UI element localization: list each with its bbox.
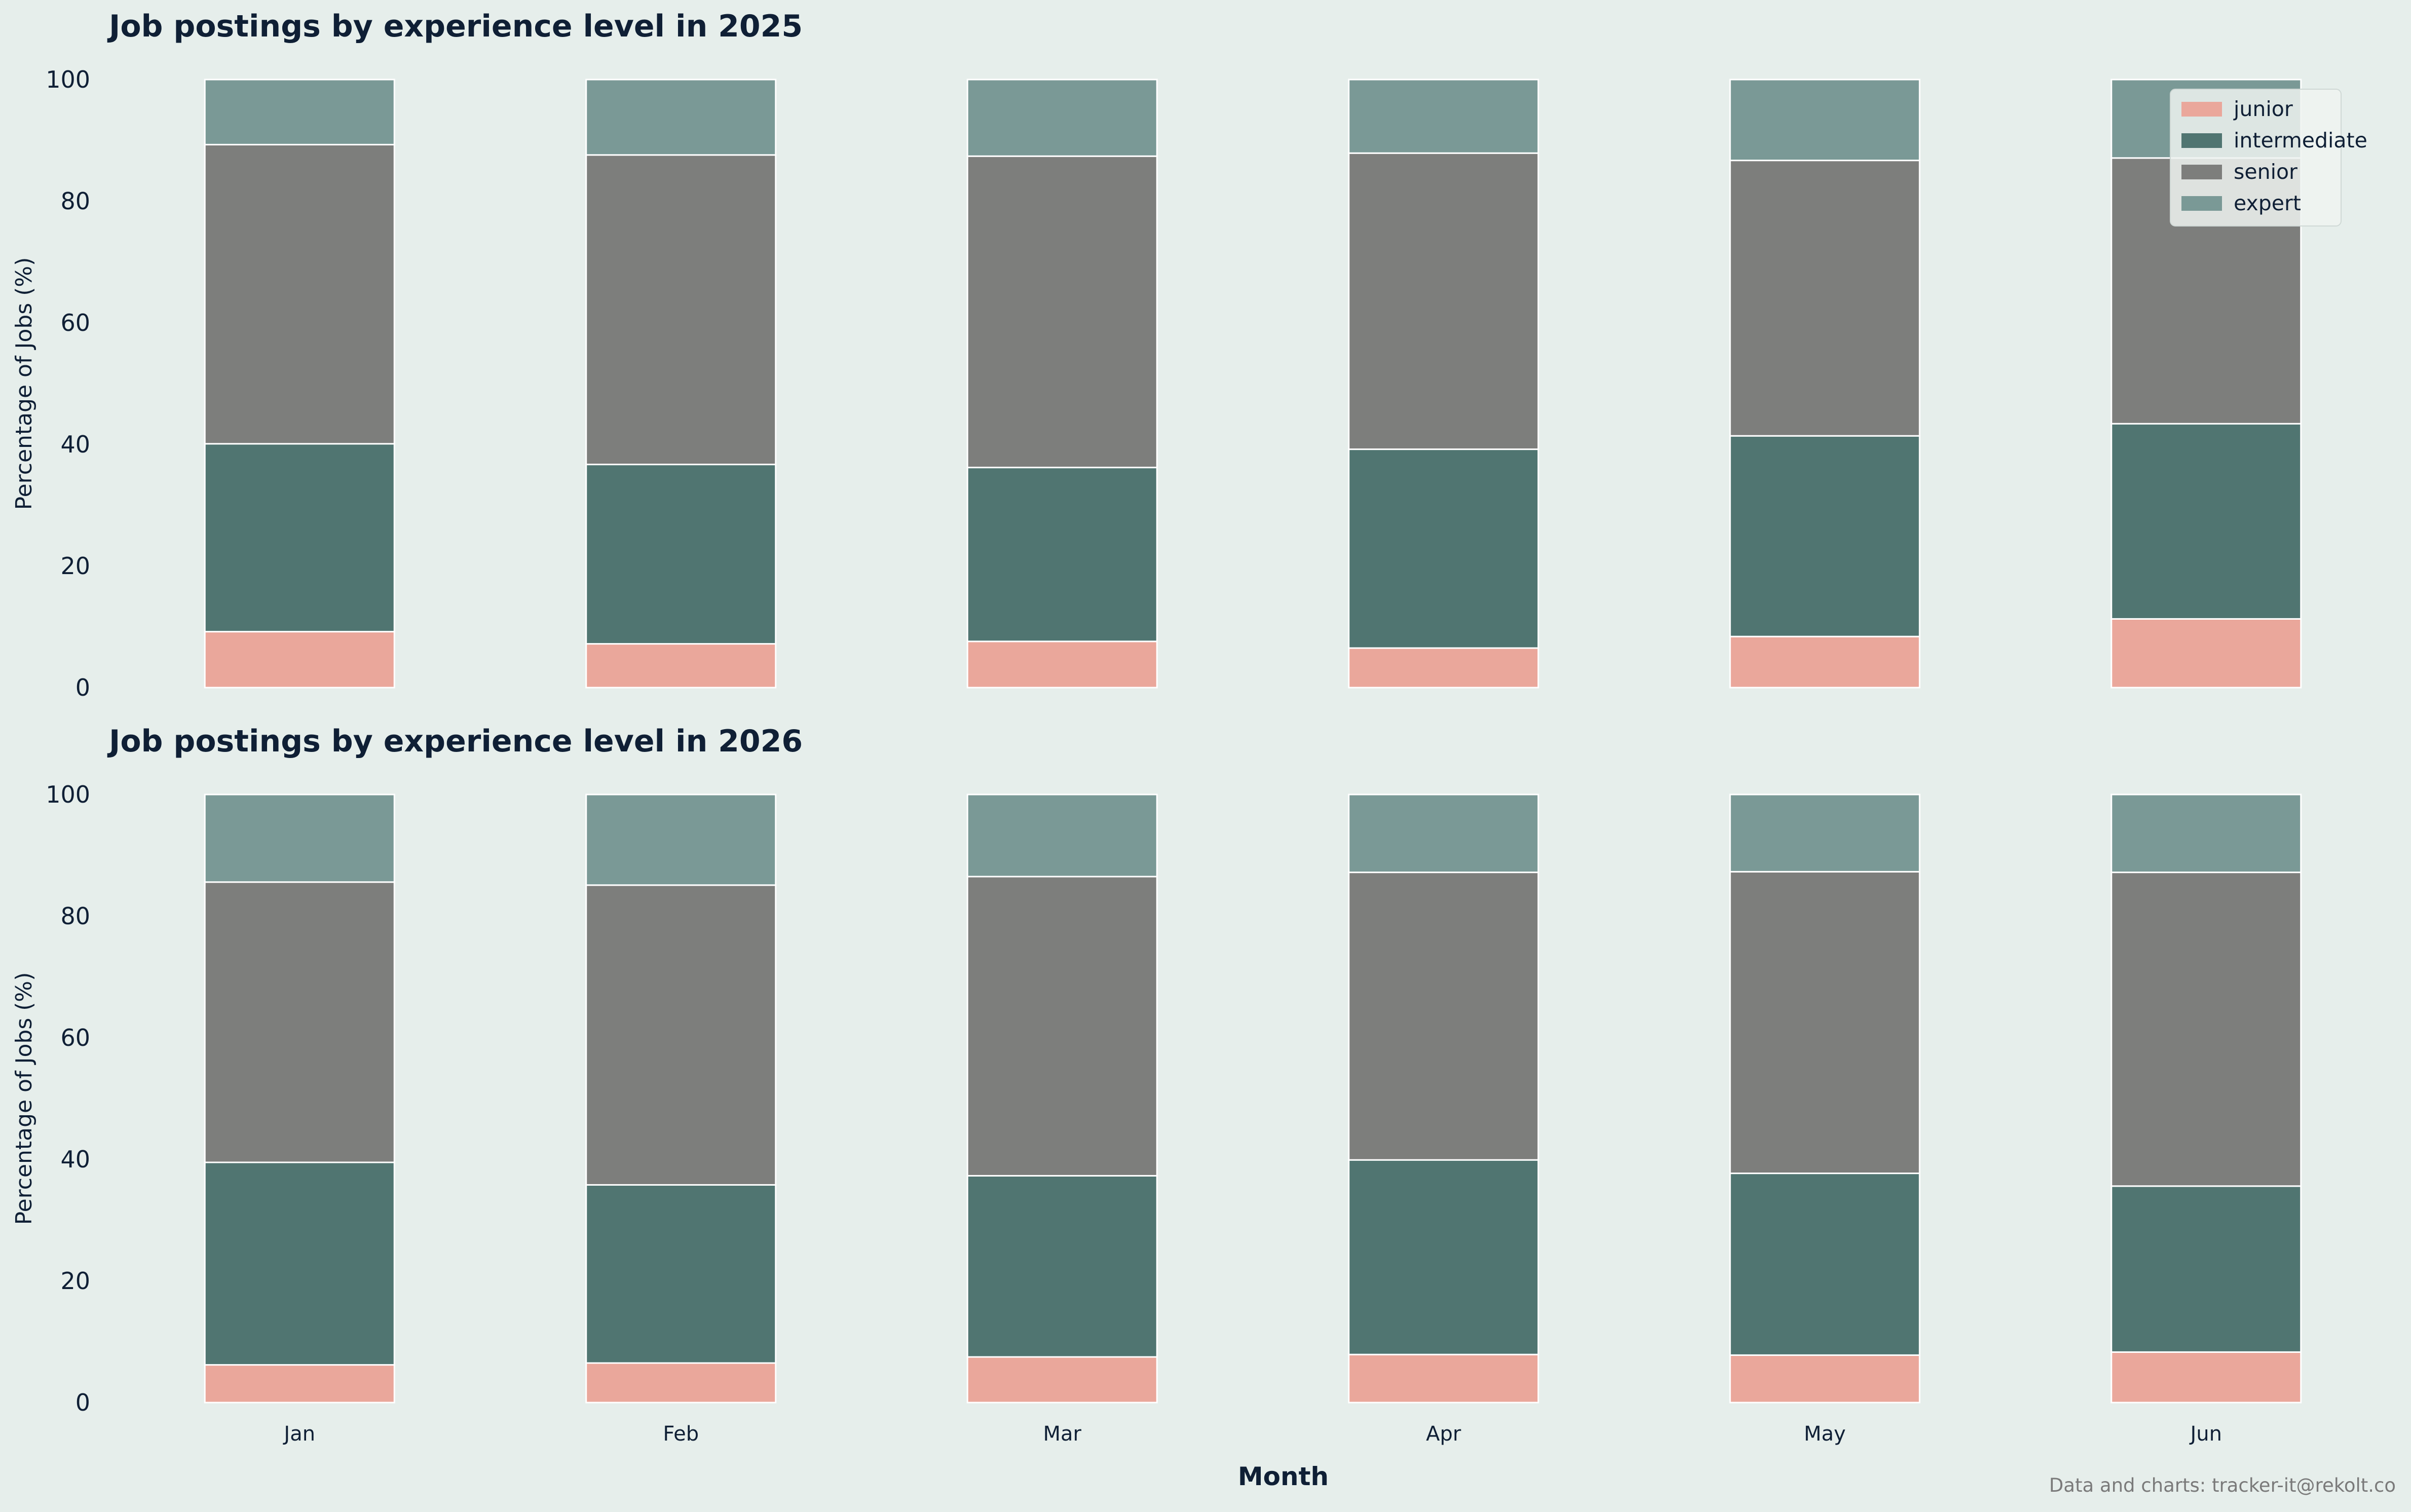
bar-segment-senior-may — [1729, 871, 1920, 1175]
bar-segment-senior-mar — [966, 155, 1158, 469]
bar-segment-expert-apr — [1348, 793, 1539, 874]
x-tick-label: Jan — [282, 1422, 315, 1446]
bar-segment-intermediate-may — [1729, 435, 1920, 637]
legend-box — [2170, 89, 2342, 226]
y-tick-label: 100 — [46, 781, 90, 808]
x-tick-label: May — [1804, 1422, 1846, 1446]
bar-segment-intermediate-mar — [966, 1175, 1158, 1358]
bar-segment-intermediate-mar — [966, 467, 1158, 642]
credit-text: Data and charts: tracker-it@rekolt.co — [2049, 1475, 2396, 1496]
bar-segment-junior-jan — [204, 1364, 395, 1404]
bar-segment-junior-mar — [966, 640, 1158, 689]
bar-segment-junior-apr — [1348, 1353, 1539, 1404]
bar-segment-junior-apr — [1348, 647, 1539, 689]
bar-segment-junior-jun — [2111, 618, 2302, 689]
bar-segment-junior-may — [1729, 635, 1920, 689]
bar-segment-expert-feb — [585, 793, 777, 886]
legend: junior intermediate senior expert — [2170, 89, 2367, 226]
y-axis-label: Percentage of Jobs (%) — [11, 972, 37, 1225]
legend-swatch-intermediate — [2181, 133, 2222, 148]
bar-segment-intermediate-jan — [204, 1161, 395, 1366]
bar-segment-expert-jan — [204, 79, 395, 145]
bar-segment-junior-jan — [204, 631, 395, 689]
chart-title: Job postings by experience level in 2025 — [107, 9, 803, 44]
bar-segment-intermediate-feb — [585, 464, 777, 645]
bar-segment-intermediate-jun — [2111, 1185, 2302, 1353]
bar-segment-junior-feb — [585, 643, 777, 689]
chart-title: Job postings by experience level in 2026 — [107, 724, 803, 759]
y-tick-label: 0 — [76, 674, 90, 701]
y-tick-label: 60 — [60, 309, 90, 336]
bar-segment-junior-feb — [585, 1362, 777, 1404]
y-tick-label: 80 — [60, 902, 90, 930]
bar-segment-expert-mar — [966, 79, 1158, 157]
bar-segment-senior-jan — [204, 881, 395, 1163]
legend-label-intermediate: intermediate — [2234, 128, 2367, 153]
legend-label-junior: junior — [2233, 97, 2293, 121]
bar-segment-expert-feb — [585, 79, 777, 156]
bar-segment-intermediate-apr — [1348, 1159, 1539, 1355]
bar-segment-intermediate-jan — [204, 443, 395, 633]
bar-segment-intermediate-feb — [585, 1184, 777, 1364]
bar-segment-junior-may — [1729, 1354, 1920, 1404]
y-tick-label: 60 — [60, 1024, 90, 1051]
legend-swatch-expert — [2181, 196, 2222, 211]
y-tick-label: 100 — [46, 66, 90, 93]
bar-segment-expert-jan — [204, 793, 395, 883]
y-axis-label: Percentage of Jobs (%) — [11, 257, 37, 510]
legend-swatch-senior — [2181, 165, 2222, 179]
bar-segment-expert-jun — [2111, 793, 2302, 874]
y-tick-label: 80 — [60, 187, 90, 215]
x-tick-label: Mar — [1043, 1422, 1082, 1446]
bar-segment-junior-mar — [966, 1356, 1158, 1404]
legend-label-senior: senior — [2234, 160, 2297, 184]
x-tick-label: Feb — [663, 1422, 699, 1446]
bar-segment-intermediate-apr — [1348, 448, 1539, 649]
legend-swatch-junior — [2181, 102, 2222, 117]
legend-label-expert: expert — [2234, 191, 2301, 215]
bar-segment-intermediate-may — [1729, 1173, 1920, 1356]
bar-segment-senior-jan — [204, 143, 395, 445]
chart-panel-1: Job postings by experience level in 2025… — [11, 9, 2302, 701]
bar-segment-intermediate-jun — [2111, 423, 2302, 620]
y-tick-label: 20 — [60, 552, 90, 580]
bar-segment-senior-jun — [2111, 872, 2302, 1187]
bar-segment-expert-may — [1729, 793, 1920, 873]
x-axis-label: Month — [1238, 1462, 1329, 1491]
y-tick-label: 40 — [60, 1146, 90, 1173]
bar-segment-senior-mar — [966, 876, 1158, 1177]
y-tick-label: 40 — [60, 431, 90, 458]
bar-segment-senior-feb — [585, 884, 777, 1186]
bar-segment-junior-jun — [2111, 1351, 2302, 1404]
bar-segment-senior-apr — [1348, 872, 1539, 1161]
bar-segment-expert-apr — [1348, 79, 1539, 154]
bar-segment-senior-may — [1729, 160, 1920, 437]
y-tick-label: 0 — [76, 1389, 90, 1416]
x-tick-label: Apr — [1426, 1422, 1461, 1446]
x-tick-label: Jun — [2189, 1422, 2222, 1446]
y-tick-label: 20 — [60, 1267, 90, 1295]
chart-panel-2: Job postings by experience level in 2026… — [11, 724, 2302, 1491]
bar-segment-expert-mar — [966, 793, 1158, 878]
bar-segment-senior-feb — [585, 154, 777, 466]
bar-segment-senior-apr — [1348, 152, 1539, 450]
bar-segment-expert-may — [1729, 79, 1920, 162]
